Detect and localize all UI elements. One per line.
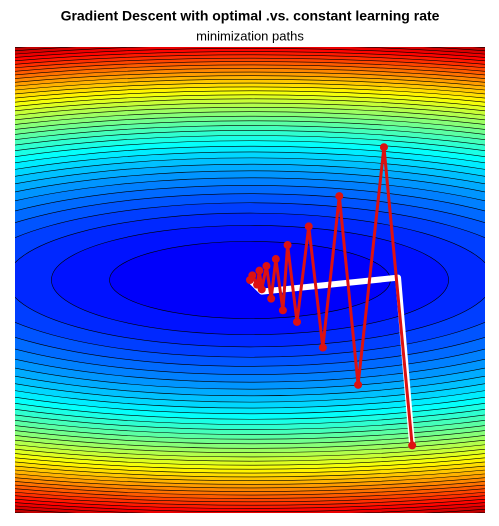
path-point [267,294,276,303]
path-point [278,306,287,315]
path-point [354,380,363,389]
path-point [253,280,262,289]
chart-title: Gradient Descent with optimal .vs. const… [61,8,440,24]
path-point [271,255,280,264]
path-point [408,441,417,450]
path-point [283,241,292,250]
path-point [318,343,327,352]
path-point [304,222,313,231]
path-point [255,266,264,275]
path-point [335,192,344,201]
path-point [246,276,254,284]
paths [246,143,417,450]
chart-subtitle: minimization paths [196,28,304,43]
path-point [379,143,388,152]
path-point [262,262,271,271]
path-point [293,317,301,326]
